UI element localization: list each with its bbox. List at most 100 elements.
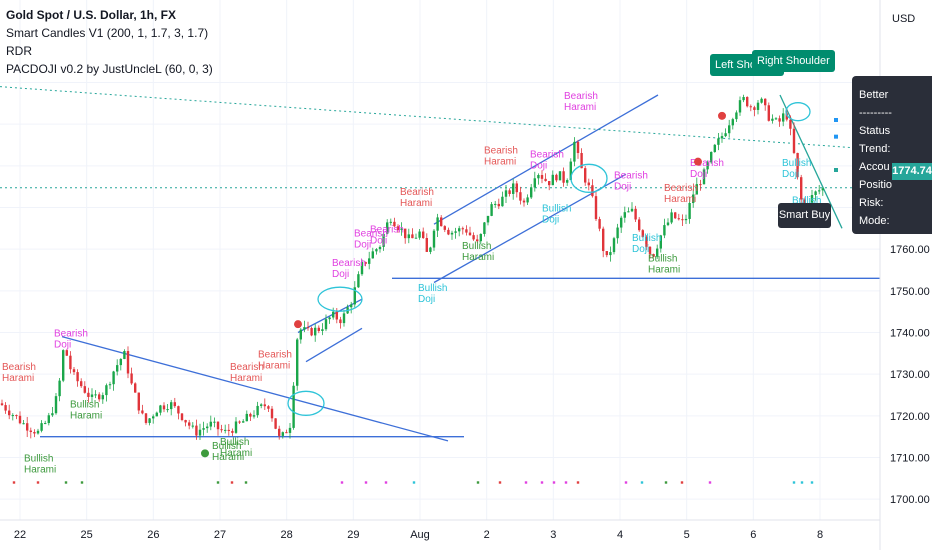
candle-body xyxy=(263,404,266,407)
candle-body xyxy=(393,221,396,227)
candle-body xyxy=(58,380,61,397)
bottom-marker xyxy=(340,481,344,484)
candle-body xyxy=(51,413,54,416)
candle-body xyxy=(688,202,691,219)
pattern-label: Bullish Harami xyxy=(462,241,494,263)
candle-body xyxy=(616,227,619,239)
candle-body xyxy=(468,232,472,236)
candle-body xyxy=(454,231,457,233)
candle-body xyxy=(677,218,680,220)
candle-body xyxy=(418,231,421,238)
candle-body xyxy=(602,228,605,252)
candle-body xyxy=(674,212,677,219)
candle-body xyxy=(555,174,558,181)
candle-body xyxy=(692,194,695,203)
pattern-label: Bullish Doji xyxy=(418,283,447,305)
candle-body xyxy=(490,204,493,216)
candle-body xyxy=(447,229,450,235)
candle-body xyxy=(580,153,583,169)
time-axis: 22 25 26 27 28 29 Aug 2 3 4 5 6 8 xyxy=(0,519,880,541)
candle-body xyxy=(818,190,821,192)
candle-body xyxy=(731,119,734,126)
candle-body xyxy=(728,125,731,134)
candle-body xyxy=(749,106,752,108)
right-shoulder-label: Right Shoulder xyxy=(752,50,835,72)
pattern-label: Bullish Doji xyxy=(782,158,811,180)
candle-body xyxy=(15,415,18,417)
x-tick-label: 25 xyxy=(81,529,93,541)
candle-body xyxy=(465,229,468,233)
candle-body xyxy=(537,175,540,179)
candle-body xyxy=(87,392,90,397)
candle-body xyxy=(162,405,166,410)
candle-body xyxy=(11,415,14,417)
info-risk: Risk: xyxy=(859,197,884,209)
candle-body xyxy=(526,197,529,203)
candle-body xyxy=(306,327,310,329)
candle-body xyxy=(411,234,414,239)
candle-body xyxy=(432,230,436,248)
candle-body xyxy=(141,410,144,414)
candle-body xyxy=(270,408,274,419)
indicator-rdr[interactable]: RDR xyxy=(6,44,32,58)
candle-body xyxy=(501,196,504,207)
bottom-marker xyxy=(36,481,40,484)
candle-body xyxy=(386,222,389,234)
candle-body xyxy=(764,98,767,106)
candle-body xyxy=(195,425,198,436)
indicator-smart-candles[interactable]: Smart Candles V1 (200, 1, 1.7, 3, 1.7) xyxy=(6,26,209,40)
candle-body xyxy=(101,395,104,400)
candle-body xyxy=(702,169,706,185)
info-account: Accou xyxy=(859,161,890,173)
pattern-label: Bearish Harami xyxy=(400,187,434,209)
candle-body xyxy=(648,246,652,255)
candle-body xyxy=(810,194,814,208)
candle-body xyxy=(638,219,641,231)
candle-body xyxy=(746,97,749,107)
candle-body xyxy=(479,233,482,242)
candle-body xyxy=(342,313,346,324)
bottom-marker xyxy=(792,481,796,484)
candle-body xyxy=(573,141,576,162)
candle-body xyxy=(645,237,648,247)
chart-grid xyxy=(0,0,880,520)
bottom-marker xyxy=(80,481,84,484)
candle-body xyxy=(436,217,439,231)
chart-legend: Gold Spot / U.S. Dollar, 1h, FX Smart Ca… xyxy=(6,6,213,78)
candle-body xyxy=(497,203,500,207)
candle-body xyxy=(90,394,94,397)
candle-body xyxy=(364,261,367,264)
candle-body xyxy=(558,171,562,181)
candle-body xyxy=(681,219,684,221)
candle-body xyxy=(202,428,205,430)
candle-body xyxy=(191,425,194,427)
candle-body xyxy=(335,311,338,320)
candle-body xyxy=(242,421,245,423)
candle-body xyxy=(666,222,670,226)
strategy-info-panel: Better --------- Status Trend: Accou Pos… xyxy=(852,76,932,234)
candle-body xyxy=(249,413,252,417)
pattern-label: Bearish Harami xyxy=(2,362,36,384)
candle-body xyxy=(375,249,378,252)
candle-body xyxy=(69,355,72,370)
candle-body xyxy=(461,228,464,230)
chart-title: Gold Spot / U.S. Dollar, 1h, FX xyxy=(6,8,177,22)
candle-body xyxy=(360,261,364,275)
candle-body xyxy=(47,415,50,424)
indicator-pacdoji[interactable]: PACDOJI v0.2 by JustUncleL (60, 0, 3) xyxy=(6,62,213,76)
candles xyxy=(0,94,824,441)
candle-body xyxy=(710,151,713,163)
candle-body xyxy=(472,235,475,240)
trend-line-triangle-upper xyxy=(61,336,449,442)
candle-body xyxy=(659,235,662,249)
info-divider: --------- xyxy=(859,107,892,119)
candle-body xyxy=(756,102,760,110)
candle-body xyxy=(105,385,108,396)
candle-body xyxy=(548,181,551,186)
pattern-label: Bullish xyxy=(792,195,821,206)
bottom-marker xyxy=(576,481,580,484)
pattern-label: Bullish Harami xyxy=(24,454,56,476)
bottom-marker xyxy=(12,481,16,484)
pattern-label: Bearish Doji xyxy=(332,258,366,280)
